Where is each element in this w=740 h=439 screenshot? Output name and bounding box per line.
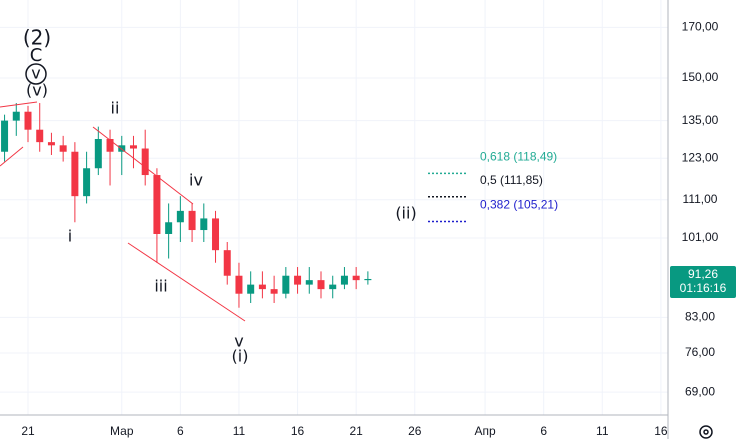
x-tick-label: 21: [349, 424, 363, 438]
settings-icon[interactable]: [699, 425, 713, 439]
wave-label: (ii): [395, 204, 416, 223]
fib-label: 0,618 (118,49): [480, 150, 557, 164]
fib-levels: 0,618 (118,49) 0,5 (111,85) 0,382 (105,21): [428, 150, 558, 223]
wave-labels: (2) C v (v) ii i iii iv v (i) (ii): [23, 26, 417, 366]
x-tick-label: 11: [596, 424, 609, 438]
x-tick-label: 26: [408, 424, 422, 438]
candle-body: [200, 218, 208, 231]
candle-body: [223, 250, 231, 276]
y-tick-label: 101,00: [682, 230, 719, 244]
x-tick-label: 21: [21, 424, 35, 438]
candle-body: [71, 151, 79, 197]
candle-body: [59, 145, 67, 152]
candle-body: [258, 284, 266, 290]
y-tick-label: 76,00: [685, 345, 715, 359]
candle-body: [329, 284, 337, 290]
candle-body: [247, 284, 255, 294]
candle-body: [340, 275, 348, 285]
wave-label: iii: [154, 277, 167, 296]
x-tick-label: 11: [233, 424, 246, 438]
time-axis: 21 Мар 6 11 16 21 26 Апр 6 11 16: [21, 424, 668, 438]
fib-label: 0,382 (105,21): [480, 198, 558, 212]
candle-body: [129, 145, 137, 149]
wave-label: v: [31, 64, 40, 83]
gear[interactable]: [699, 425, 713, 439]
candle-body: [94, 138, 102, 169]
candle-body: [12, 111, 20, 121]
trend-lines: [0, 101, 246, 322]
candle-body: [36, 129, 44, 143]
candle-body: [305, 280, 313, 285]
candle-body: [352, 275, 360, 281]
trend-line: [127, 242, 246, 322]
countdown: 01:16:16: [680, 281, 727, 295]
y-tick-label: 111,00: [683, 192, 718, 206]
y-tick-label: 123,00: [682, 150, 719, 164]
fib-label: 0,5 (111,85): [480, 173, 543, 187]
wave-label: i: [68, 227, 72, 246]
candle-body: [1, 120, 9, 152]
candle-body: [282, 275, 290, 294]
trend-line: [92, 126, 194, 205]
price-axis: 170,00 150,00 135,00 123,00 111,00 101,00 83,0…: [670, 20, 736, 398]
candle-body: [270, 289, 278, 294]
candle-body: [106, 138, 114, 152]
x-tick-label: 6: [177, 424, 184, 438]
wave-label: (2): [23, 26, 51, 50]
y-tick-label: 170,00: [682, 20, 719, 34]
candle-body: [47, 142, 55, 146]
trend-line: [0, 146, 24, 167]
candle-body: [141, 148, 149, 176]
wave-label: (i): [232, 347, 249, 366]
wave-label: iv: [189, 171, 203, 190]
trend-line: [0, 101, 38, 108]
candle-body: [165, 222, 173, 234]
x-tick-label: 16: [654, 424, 668, 438]
x-tick-label: Апр: [474, 424, 496, 438]
candle-body: [83, 168, 91, 197]
candle-body: [212, 218, 220, 251]
y-tick-label: 135,00: [682, 113, 719, 127]
candle-body: [188, 210, 196, 231]
wave-label: (v): [26, 81, 48, 100]
candle-body: [24, 111, 32, 130]
wave-label: v: [234, 332, 243, 351]
candle-body: [317, 280, 325, 290]
last-price-label: 91,26: [688, 267, 718, 281]
candle-body: [235, 275, 243, 294]
grid: [0, 0, 668, 415]
wave-label: ii: [111, 99, 120, 118]
x-tick-label: Мар: [110, 424, 134, 438]
gear-center[interactable]: [703, 429, 709, 435]
candle-body: [153, 175, 161, 234]
last-price-box: [670, 265, 736, 298]
y-tick-label: 150,00: [682, 70, 719, 84]
wave-circle: [25, 63, 47, 85]
x-tick-label: 16: [291, 424, 305, 438]
candle-body: [294, 275, 302, 285]
candle-body: [176, 210, 184, 223]
candle-body: [364, 278, 372, 281]
candles: [1, 103, 372, 308]
x-tick-label: 6: [540, 424, 547, 438]
y-tick-label: 83,00: [685, 310, 715, 324]
wave-label: C: [30, 45, 43, 66]
y-tick-label: 69,00: [685, 384, 715, 398]
